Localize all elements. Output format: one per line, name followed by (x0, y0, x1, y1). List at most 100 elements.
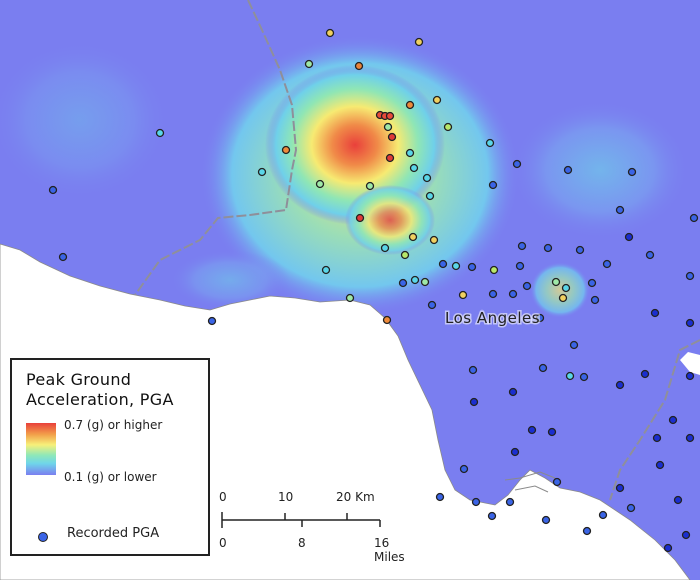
station-marker (425, 191, 435, 201)
station-marker (579, 372, 589, 382)
station-marker (565, 371, 575, 381)
station-marker (443, 122, 453, 132)
station-marker (485, 138, 495, 148)
station-marker (655, 460, 665, 470)
station-marker (422, 173, 432, 183)
station-marker (681, 530, 691, 540)
station-marker (505, 497, 515, 507)
station-marker (522, 281, 532, 291)
station-marker (383, 122, 393, 132)
station-marker (515, 261, 525, 271)
station-marker (398, 278, 408, 288)
station-marker (535, 313, 545, 323)
station-marker (410, 275, 420, 285)
scale-mi-0: 0 (219, 536, 227, 550)
station-marker (626, 503, 636, 513)
station-marker (508, 387, 518, 397)
pga-heatmap (0, 35, 690, 318)
station-marker (510, 447, 520, 457)
station-marker (652, 433, 662, 443)
station-marker (409, 163, 419, 173)
station-marker (468, 365, 478, 375)
station-marker (551, 277, 561, 287)
color-ramp (26, 423, 56, 475)
station-marker (663, 543, 673, 553)
station-marker (582, 526, 592, 536)
station-marker (569, 340, 579, 350)
legend-title-line1: Peak Ground (26, 370, 132, 389)
station-marker (602, 259, 612, 269)
station-marker (488, 289, 498, 299)
station-marker (469, 397, 479, 407)
station-marker (414, 37, 424, 47)
station-marker (385, 153, 395, 163)
station-marker (668, 415, 678, 425)
scale-mi-16: 16 Miles (374, 536, 405, 564)
station-marker (405, 148, 415, 158)
station-marker (645, 250, 655, 260)
harbor (504, 471, 556, 493)
station-marker (345, 293, 355, 303)
station-marker (281, 145, 291, 155)
station-marker (615, 205, 625, 215)
station-marker (543, 243, 553, 253)
station-marker (432, 95, 442, 105)
station-symbol-icon (38, 532, 48, 542)
station-marker (598, 510, 608, 520)
station-marker (615, 483, 625, 493)
station-marker (538, 363, 548, 373)
station-marker (207, 316, 217, 326)
station-marker (624, 232, 634, 242)
station-marker (685, 271, 695, 281)
station-marker (685, 433, 695, 443)
station-marker (558, 293, 568, 303)
station-marker (155, 128, 165, 138)
station-marker (685, 318, 695, 328)
station-marker (590, 295, 600, 305)
station-marker (527, 425, 537, 435)
scale-km-10: 10 (278, 490, 294, 504)
station-marker (427, 300, 437, 310)
station-marker (400, 250, 410, 260)
station-marker (512, 159, 522, 169)
scale-bar: 0 10 20 Km 0 8 16 Miles (216, 488, 416, 564)
station-marker (438, 259, 448, 269)
station-marker (58, 252, 68, 262)
station-marker (380, 243, 390, 253)
legend-station-label: Recorded PGA (67, 526, 160, 541)
station-marker (552, 477, 562, 487)
station-marker (561, 283, 571, 293)
station-marker (382, 315, 392, 325)
station-marker (420, 277, 430, 287)
legend: Peak Ground Acceleration, PGA 0.7 (g) or… (10, 358, 210, 556)
station-marker (575, 245, 585, 255)
county-boundaries (134, 0, 700, 501)
station-marker (325, 28, 335, 38)
legend-title-line2: Acceleration, PGA (26, 390, 174, 409)
station-marker (405, 100, 415, 110)
station-marker (451, 261, 461, 271)
station-marker (563, 165, 573, 175)
station-marker (640, 369, 650, 379)
station-marker (315, 179, 325, 189)
scale-mi-8: 8 (298, 536, 306, 550)
station-marker (257, 167, 267, 177)
station-marker (365, 181, 375, 191)
station-marker (615, 380, 625, 390)
scale-km-20: 20 Km (336, 490, 375, 504)
station-marker (471, 497, 481, 507)
station-marker (48, 185, 58, 195)
station-marker (587, 278, 597, 288)
station-marker (650, 308, 660, 318)
pga-stations (48, 28, 699, 553)
station-marker (408, 232, 418, 242)
station-marker (304, 59, 314, 69)
station-marker (429, 235, 439, 245)
scale-km-0: 0 (219, 490, 227, 504)
legend-title: Peak Ground Acceleration, PGA (26, 370, 206, 410)
station-marker (547, 427, 557, 437)
station-marker (517, 241, 527, 251)
station-marker (385, 111, 395, 121)
station-marker (508, 289, 518, 299)
station-marker (354, 61, 364, 71)
